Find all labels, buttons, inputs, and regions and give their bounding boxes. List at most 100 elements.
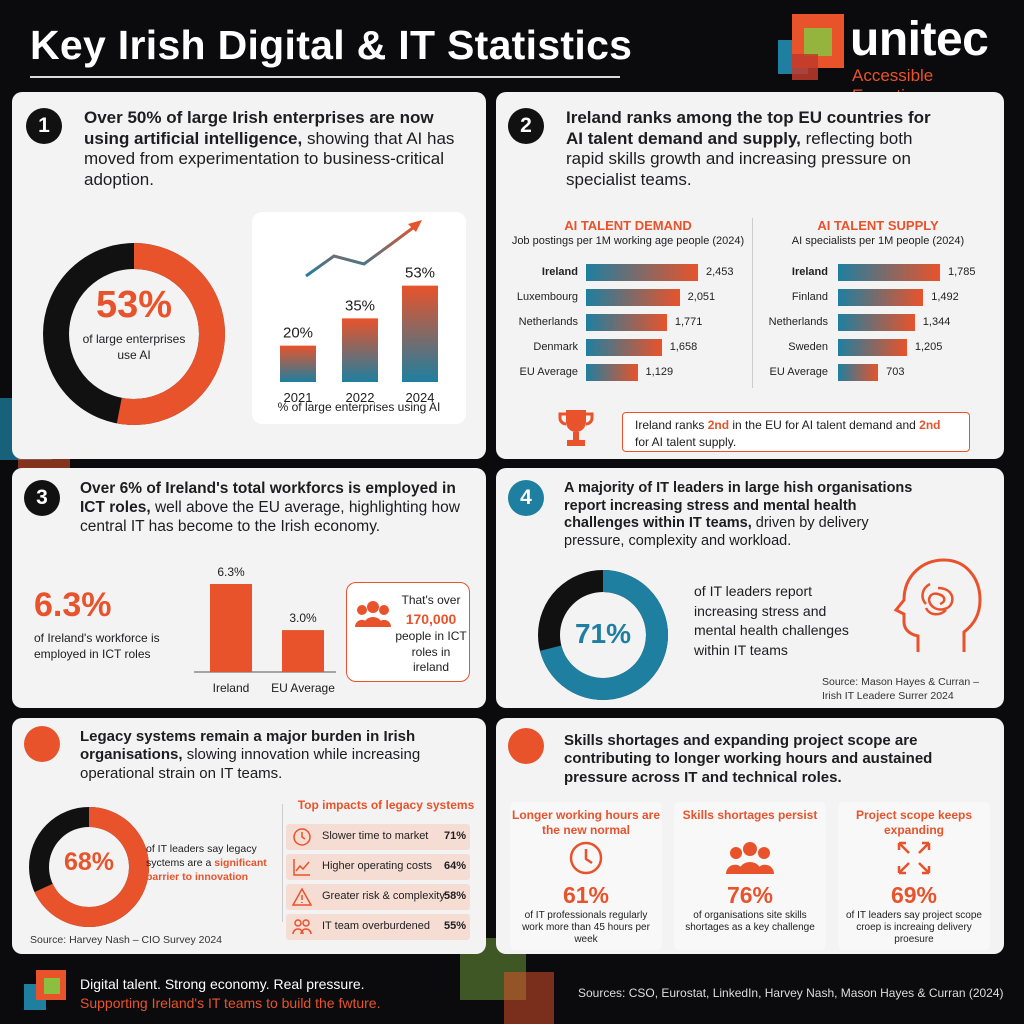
title-underline [30, 76, 620, 78]
bar-value-label: 1,205 [914, 341, 943, 353]
stat-card-ai-talent: 2 Ireland ranks among the top EU countri… [496, 92, 1004, 459]
bar-category-label: Netherlands [768, 316, 828, 328]
bar [838, 289, 924, 306]
column-value: 69% [890, 882, 938, 908]
bar-value-label: 20% [283, 325, 313, 342]
logo-mark [792, 54, 818, 80]
column-value: 61% [562, 882, 610, 908]
headline-bold: Legacy systems remain a major burden in … [80, 728, 416, 764]
card-number: 3 [24, 480, 60, 516]
unitec-logo: unitec Accessible Expertise [776, 13, 1008, 105]
bar-value-label: 2,051 [687, 291, 716, 303]
bar-value-label: 1,771 [674, 316, 703, 328]
donut-caption: of IT leaders report increasing stress a… [694, 583, 849, 658]
headline-bold: Over 6% of Ireland's total workforcs is … [80, 480, 456, 516]
bar [586, 314, 667, 331]
column-title: Project scope keeps expanding [855, 808, 973, 837]
it-stress-donut [538, 570, 668, 700]
bar [586, 364, 638, 381]
demand-subtitle: Job postings per 1M working age people (… [511, 235, 745, 247]
warning-icon [292, 887, 312, 906]
bar-category-label: Netherlands [518, 316, 578, 328]
bar-value-label: 1,785 [948, 266, 976, 278]
impact-label: Greater risk & complexity [322, 890, 445, 902]
bar-value-label: 1,492 [931, 291, 959, 303]
bar-category-label: EU Average [769, 366, 828, 378]
bar [838, 364, 879, 381]
bar-category-label: Ireland [541, 266, 578, 278]
bar [402, 285, 438, 382]
decorative-square [504, 972, 554, 1024]
impact-row: Slower time to market 71% [286, 824, 470, 850]
callout-pre: That's over [401, 593, 461, 607]
stat-card-it-stress: 4 A majority of IT leaders in large hish… [496, 468, 1004, 708]
bar-category-label: Ireland [791, 266, 828, 278]
caption-text: of IT leaders say legacy syctems are a [146, 843, 257, 870]
bar-value-label: 2,453 [706, 266, 734, 278]
ai-adoption-chart-card: 20% 2021 35% 2022 53% 2024 % of large enterpr… [252, 212, 466, 424]
donut-value: 71% [574, 618, 632, 649]
headline-rest: showing that AI has moved from experimen… [84, 128, 455, 190]
impact-value: 55% [443, 920, 466, 932]
stat-card-ict-workforce: 3 Over 6% of Ireland's total workforcs i… [12, 468, 486, 708]
ict-share-caption: of Ireland's workforce is employed in IC… [34, 631, 160, 662]
divider [282, 804, 283, 922]
bar [586, 264, 698, 281]
bar-value-label: 6.3% [217, 565, 245, 579]
supply-rank: 2nd [919, 418, 941, 432]
bar-category-label: EU Average [519, 366, 578, 378]
stat-column: Skills shortages persist 76% of organisa… [674, 802, 826, 950]
card-number: 5 [24, 726, 60, 762]
bar-category-label: 2024 [406, 390, 435, 405]
card-headline: Over 50% of large Irish enterprises are … [84, 108, 464, 191]
impact-label: Slower time to market [322, 830, 429, 842]
donut-caption: of large enterprises use AI [82, 332, 186, 362]
callout-text: in the EU for AI talent demand and [729, 418, 920, 432]
bar-category-label: Denmark [533, 341, 578, 353]
bar-category-label: 2022 [346, 390, 375, 405]
headline-rest: driven by delivery pressure, complexity … [564, 515, 869, 550]
donut-value-arc [29, 807, 149, 927]
supply-title: AI TALENT SUPPLY [817, 218, 939, 233]
bar-value-label: 703 [886, 366, 905, 378]
trend-chart-icon [293, 859, 310, 876]
bar [838, 339, 907, 356]
card-headline: A majority of IT leaders in large hish o… [564, 480, 930, 551]
stat-column: Longer working hours are the new normal … [510, 802, 662, 950]
headline-rest: well above the EU average, highlighting … [80, 498, 460, 535]
trend-arrow-line [305, 222, 419, 278]
stat-column: Project scope keeps expanding 69% of IT … [838, 802, 990, 950]
people-icon [726, 842, 774, 874]
impacts-title: Top impacts of legacy systems [297, 798, 475, 812]
bar-value-label: 1,129 [645, 366, 674, 378]
ai-talent-supply-chart: Ireland 1,785 Finland 1,492 Netherlands 1,344… [752, 92, 1004, 392]
logo-mark [804, 28, 832, 56]
logo-name: unitec [850, 13, 989, 66]
legacy-barrier-donut [29, 807, 149, 927]
impact-label: Higher operating costs [322, 860, 433, 872]
column-title: Longer working hours are the new normal [511, 808, 661, 837]
bar-category-label: 2021 [284, 390, 313, 405]
column-description: of IT leaders say project scope croep is… [846, 910, 982, 945]
ict-comparison-bar-chart: 6.3% Ireland 3.0% EU Average [194, 565, 336, 695]
donut-value: 53% [95, 284, 173, 326]
bar-category-label: Luxembourg [516, 291, 578, 303]
column-description: of organisations site skills shortages a… [685, 910, 815, 933]
card-source: Source: Mason Hayes & Curran – Irish IT … [822, 676, 979, 702]
card-headline: Legacy systems remain a major burden in … [80, 728, 450, 783]
bar-value-label: 3.0% [289, 611, 317, 625]
ict-people-callout: That's over 170,000 people in ICT roles … [346, 582, 470, 682]
stressed-head-icon [893, 558, 982, 652]
demand-rank: 2nd [707, 418, 730, 432]
team-icon [292, 919, 312, 935]
footer-subtagline: Supporting Ireland's IT teams to build t… [80, 995, 381, 1011]
column-description: of IT professionals regularly work more … [522, 910, 650, 945]
impact-row: Higher operating costs 64% [286, 854, 470, 880]
bar-value-label: 35% [345, 297, 375, 314]
callout-text: Ireland ranks [635, 418, 708, 432]
card-number: 1 [26, 108, 62, 144]
headline-rest: reflecting both rapid skills growth and … [566, 128, 913, 190]
clock-icon [569, 841, 603, 875]
clock-icon [293, 828, 311, 846]
